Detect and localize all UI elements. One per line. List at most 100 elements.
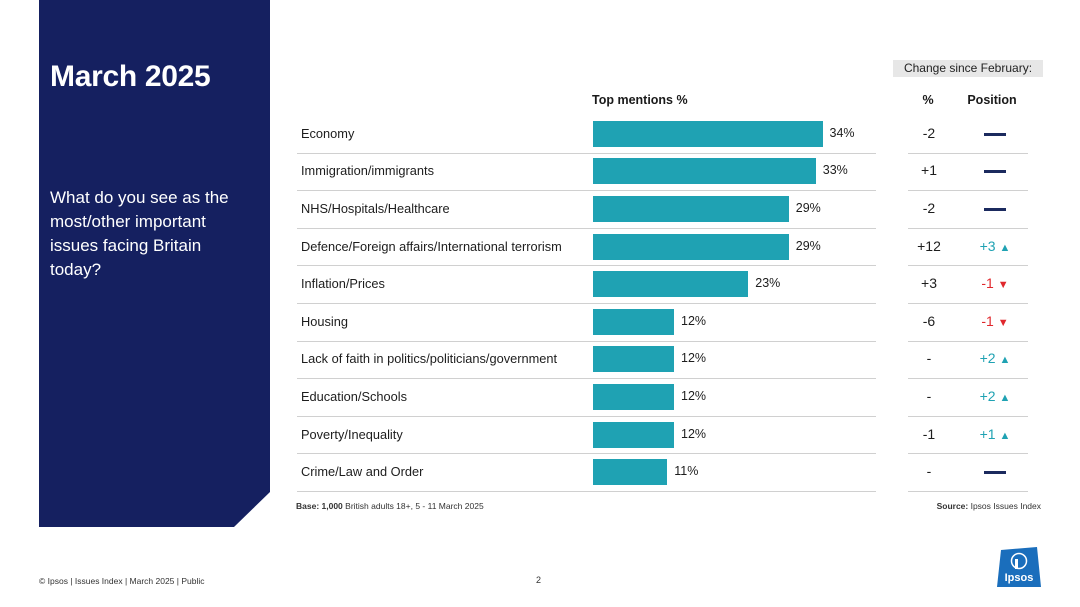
value-label: 11% — [674, 464, 699, 479]
category-label: Lack of faith in politics/politicians/go… — [301, 351, 558, 367]
bar — [593, 158, 816, 185]
row-divider — [908, 265, 1028, 267]
bar — [593, 120, 823, 147]
no-change-icon — [984, 470, 1006, 474]
triangle-up-icon: ▲ — [999, 354, 1011, 367]
no-change-icon — [984, 207, 1006, 211]
category-label: Defence/Foreign affairs/International te… — [301, 238, 562, 254]
category-label: Immigration/immigrants — [301, 163, 434, 179]
position-change: +2 ▲ — [960, 350, 1030, 366]
triangle-up-icon: ▲ — [999, 429, 1011, 442]
row-divider — [297, 453, 876, 455]
position-change — [960, 200, 1030, 216]
value-label: 23% — [755, 276, 781, 291]
category-label: Crime/Law and Order — [301, 464, 424, 480]
row-divider — [908, 340, 1028, 342]
value-label: 12% — [681, 313, 707, 328]
row-divider — [297, 340, 876, 342]
triangle-down-icon: ▼ — [997, 316, 1009, 329]
row-divider — [297, 152, 876, 154]
source-note-text: Ipsos Issues Index — [968, 501, 1041, 511]
value-label: 29% — [795, 201, 821, 215]
position-change: +3 ▲ — [960, 238, 1030, 254]
position-change — [960, 463, 1030, 479]
row-divider — [908, 303, 1028, 304]
bar — [593, 233, 789, 260]
row-divider — [297, 491, 876, 492]
top-mentions-header: Top mentions % — [592, 93, 688, 107]
value-label: 12% — [681, 351, 707, 366]
position-value: -1 — [981, 312, 994, 329]
pct-change: - — [926, 388, 932, 404]
change-since-header: Change since February: — [893, 60, 1043, 77]
row-divider — [297, 227, 876, 229]
row-divider — [908, 227, 1028, 229]
base-note-label: Base: 1,000 — [296, 501, 343, 511]
ipsos-logo: Ipsos — [997, 547, 1041, 587]
value-label: 12% — [681, 389, 707, 403]
position-value: +1 — [979, 425, 996, 442]
position-change — [960, 162, 1030, 178]
page-number: 2 — [536, 575, 542, 585]
category-label: Inflation/Prices — [301, 276, 385, 292]
position-change — [960, 125, 1030, 141]
value-label: 33% — [822, 163, 848, 178]
position-change: +1 ▲ — [960, 426, 1030, 442]
category-label: NHS/Hospitals/Healthcare — [301, 201, 450, 216]
source-note: Source: Ipsos Issues Index — [937, 501, 1041, 511]
pct-change: - — [926, 350, 932, 367]
row-divider — [297, 190, 876, 192]
row-divider — [297, 303, 876, 304]
footer-text: © Ipsos | Issues Index | March 2025 | Pu… — [39, 576, 205, 586]
value-label: 29% — [795, 238, 821, 253]
pct-change: +12 — [917, 237, 941, 254]
position-value: -1 — [981, 275, 994, 292]
base-note: Base: 1,000 British adults 18+, 5 - 11 M… — [296, 501, 484, 511]
row-divider — [908, 190, 1028, 192]
ipsos-logo-text: Ipsos — [1005, 572, 1034, 584]
row-divider — [297, 265, 876, 267]
position-value: +2 — [979, 350, 996, 367]
position-value: +3 — [979, 237, 996, 254]
title-panel — [39, 0, 270, 527]
triangle-up-icon: ▲ — [999, 392, 1011, 404]
category-label: Housing — [301, 313, 348, 329]
bar — [593, 271, 749, 298]
row-divider — [908, 152, 1028, 154]
row-divider — [908, 491, 1028, 492]
category-label: Economy — [301, 125, 355, 141]
bar — [593, 196, 789, 222]
pct-change: -2 — [922, 124, 936, 141]
panel-background — [39, 0, 270, 527]
bar — [593, 421, 674, 448]
source-note-label: Source: — [936, 501, 969, 511]
pct-change-header: % — [922, 93, 934, 107]
pct-change: -1 — [922, 425, 936, 442]
page-title: March 2025 — [50, 60, 211, 93]
category-label: Education/Schools — [301, 389, 407, 404]
bar — [593, 459, 668, 486]
survey-question: What do you see as the most/other import… — [50, 188, 229, 279]
bar — [593, 346, 674, 373]
value-label: 12% — [681, 426, 707, 441]
no-change-icon — [984, 132, 1006, 136]
row-divider — [297, 378, 876, 380]
position-change-header: Position — [967, 93, 1017, 107]
bar — [593, 384, 674, 410]
position-change: +2 ▲ — [960, 388, 1030, 404]
position-change: -1 ▼ — [960, 313, 1030, 329]
triangle-down-icon: ▼ — [997, 279, 1009, 292]
row-divider — [297, 415, 876, 417]
position-change: -1 ▼ — [960, 275, 1030, 291]
pct-change: -6 — [922, 312, 936, 329]
value-label: 34% — [829, 125, 855, 140]
row-divider — [908, 415, 1028, 417]
pct-change: -2 — [922, 200, 936, 216]
triangle-up-icon: ▲ — [999, 241, 1011, 254]
pct-change: +1 — [921, 162, 937, 179]
pct-change: - — [926, 463, 932, 480]
row-divider — [908, 453, 1028, 455]
category-label: Poverty/Inequality — [301, 426, 403, 442]
no-change-icon — [984, 170, 1006, 174]
bar — [593, 308, 674, 335]
